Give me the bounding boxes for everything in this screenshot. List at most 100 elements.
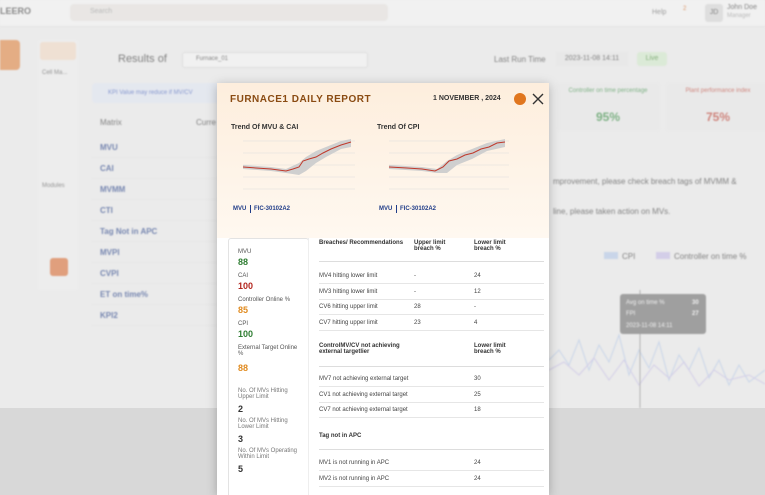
- kpi-card: [556, 83, 660, 131]
- row-value: 24: [474, 273, 481, 279]
- search-placeholder: Search: [90, 8, 113, 15]
- row-value: 23: [414, 319, 421, 326]
- matrix-row-label[interactable]: MVU: [100, 143, 118, 152]
- row-label: MV7 not achieving external target: [319, 376, 409, 382]
- notice-box: [92, 83, 222, 103]
- header-divider: [319, 449, 544, 450]
- matrix-row-label[interactable]: CAI: [100, 164, 114, 173]
- matrix-row-label[interactable]: MVMM: [100, 185, 126, 194]
- tooltip: [620, 294, 706, 334]
- trend-chart: [242, 139, 355, 190]
- side-section: Cell Ma...: [42, 70, 68, 76]
- row-value: 25: [474, 391, 481, 398]
- trend-id[interactable]: FIC-30102A2: [254, 206, 291, 212]
- notification-count[interactable]: 2: [683, 6, 687, 12]
- legend-label: Controller on time %: [674, 252, 747, 261]
- matrix-header: Matrix: [100, 118, 122, 127]
- row-label: MV1 is not running in APC: [319, 460, 390, 466]
- row-divider: [319, 314, 544, 315]
- matrix-row-label[interactable]: ET on time%: [100, 290, 149, 299]
- row-divider: [319, 485, 544, 487]
- tooltip-label: Avg on time %: [626, 300, 665, 306]
- help[interactable]: Help: [652, 9, 667, 16]
- kpi-value: 88: [238, 363, 249, 373]
- trend-id[interactable]: FIC-30102A2: [400, 206, 437, 212]
- row-label: CV6 hitting upper limit: [319, 304, 378, 310]
- tooltip-value: 27: [692, 311, 699, 317]
- legend-label: CPI: [622, 252, 636, 261]
- trend-tag[interactable]: MVU: [233, 206, 247, 212]
- search-box[interactable]: [70, 4, 388, 21]
- row-divider: [92, 325, 216, 326]
- row-divider: [319, 470, 544, 471]
- kpi-label: CPI: [238, 321, 249, 327]
- tag-separator: [396, 205, 397, 213]
- header-divider: [319, 366, 544, 367]
- side-section: Modules: [42, 183, 65, 189]
- matrix-row-label[interactable]: KPI2: [100, 311, 118, 320]
- matrix-row-label[interactable]: Tag Not in APC: [100, 227, 158, 236]
- plant-name: Furnace_01: [196, 56, 229, 62]
- kpi-label: CAI: [238, 273, 249, 279]
- close-button[interactable]: [531, 92, 545, 106]
- row-divider: [92, 283, 216, 284]
- live-button[interactable]: Live: [637, 52, 667, 66]
- legend-swatch: [656, 252, 670, 259]
- kpi-label: External Target Online %: [238, 345, 298, 357]
- row-divider: [319, 298, 544, 300]
- count-value: 3: [238, 434, 244, 444]
- row-label: CV7 hitting upper limit: [319, 319, 378, 326]
- row-label: CV1 not achieving external target: [319, 391, 408, 398]
- matrix-row-label[interactable]: CTI: [100, 206, 113, 215]
- matrix-row-label[interactable]: CVPI: [100, 269, 119, 278]
- row-divider: [319, 386, 544, 387]
- row-divider: [319, 329, 544, 331]
- user-role: Manager: [727, 13, 751, 19]
- row-label: CV7 not achieving external target: [319, 407, 408, 413]
- module-active[interactable]: [50, 258, 68, 276]
- row-value: 24: [474, 460, 481, 466]
- card-label: Controller on time percentage: [568, 88, 648, 94]
- tooltip-label: FPI: [626, 311, 636, 317]
- row-divider: [92, 178, 216, 179]
- row-label: MV4 hitting lower limit: [319, 273, 378, 279]
- row-divider: [92, 157, 216, 158]
- legend-swatch: [604, 252, 618, 259]
- row-label: MV3 hitting lower limit: [319, 288, 378, 295]
- notice: KPI Value may reduce if MV/CV: [108, 90, 193, 96]
- kpi-label: MVU: [238, 249, 252, 255]
- avatar[interactable]: JD: [705, 4, 723, 22]
- card-label: Plant performance index: [685, 88, 751, 94]
- nav-active[interactable]: [0, 40, 20, 70]
- side-toggle[interactable]: [40, 42, 76, 60]
- count-value: 5: [238, 464, 244, 474]
- trend-tag[interactable]: MVU: [379, 206, 393, 212]
- kpi-value: 100: [238, 281, 254, 291]
- row-value: 24: [474, 475, 481, 482]
- row-divider: [92, 304, 216, 305]
- row-label: MV2 is not running in APC: [319, 475, 390, 482]
- kpi-value: 85: [238, 305, 249, 315]
- section-title: Tag not in APC: [319, 433, 362, 439]
- row-value: -: [414, 288, 416, 295]
- tag-separator: [250, 205, 251, 213]
- card-value: 75%: [705, 110, 731, 124]
- section-title: Breaches/ Recommendations: [319, 240, 404, 246]
- kpi-card: [666, 83, 765, 131]
- plant-select[interactable]: [182, 52, 368, 68]
- report-title: FURNACE1 DAILY REPORT: [230, 94, 372, 105]
- download-button[interactable]: [514, 93, 526, 105]
- header-divider: [319, 261, 544, 262]
- report-modal: FURNACE1 DAILY REPORT 1 NOVEMBER , 2024 …: [217, 83, 549, 495]
- kpi-value: 100: [238, 329, 254, 339]
- trend-title: Trend Of CPI: [377, 124, 420, 131]
- side-panel: [38, 40, 78, 290]
- section-title: ControlMV/CV not achieving external targ…: [319, 343, 400, 355]
- report-date: 1 NOVEMBER , 2024: [433, 95, 501, 102]
- count-label: No. Of MVs Operating Within Limit: [238, 448, 298, 460]
- matrix-row-label[interactable]: MVPI: [100, 248, 120, 257]
- kpi-value: 88: [238, 257, 249, 267]
- row-divider: [319, 417, 544, 418]
